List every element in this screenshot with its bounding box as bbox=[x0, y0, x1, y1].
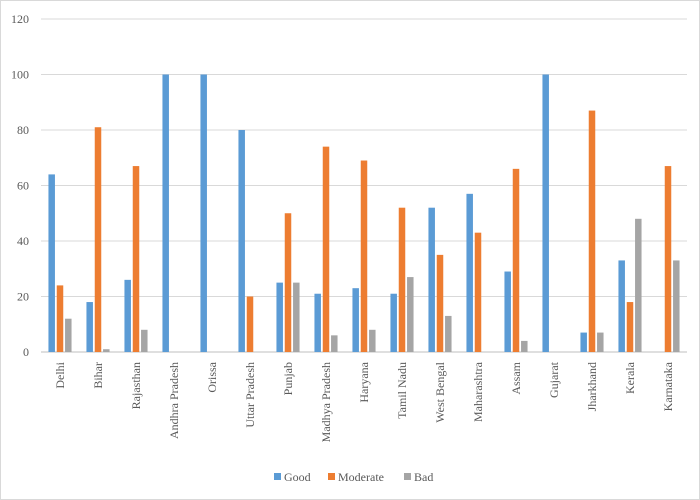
bar-moderate bbox=[360, 160, 368, 352]
y-tick-label: 80 bbox=[17, 123, 29, 137]
y-tick-label: 120 bbox=[11, 12, 29, 26]
bar-bad bbox=[141, 329, 148, 352]
x-tick-label: Haryana bbox=[357, 361, 371, 402]
bar-bad bbox=[103, 349, 110, 352]
bar-good bbox=[428, 207, 435, 352]
x-tick-label: West Bengal bbox=[433, 361, 447, 422]
x-tick-label: Bihar bbox=[91, 362, 105, 389]
bar-bad bbox=[331, 335, 338, 352]
y-tick-label: 60 bbox=[17, 179, 29, 193]
bar-bad bbox=[65, 318, 72, 352]
bar-good bbox=[618, 260, 625, 352]
bar-moderate bbox=[132, 166, 140, 352]
legend-swatch-bad bbox=[404, 473, 411, 480]
bar-bad bbox=[635, 218, 642, 352]
bar-bad bbox=[445, 315, 452, 352]
y-tick-label: 40 bbox=[17, 234, 29, 248]
bar-good bbox=[48, 174, 55, 352]
bar-good bbox=[276, 282, 283, 352]
bar-moderate bbox=[512, 168, 520, 352]
bar-moderate bbox=[436, 254, 444, 352]
bar-moderate bbox=[664, 166, 672, 352]
x-tick-label: Jharkhand bbox=[585, 362, 599, 411]
x-tick-label: Maharashtra bbox=[471, 361, 485, 422]
bar-moderate bbox=[322, 146, 330, 352]
bar-good bbox=[580, 332, 587, 352]
y-tick-label: 100 bbox=[11, 68, 29, 82]
bar-good bbox=[504, 271, 511, 352]
x-tick-label: Madhya Pradesh bbox=[319, 362, 333, 442]
x-tick-label: Karnataka bbox=[661, 361, 675, 411]
bar-moderate bbox=[588, 110, 596, 352]
bar-good bbox=[162, 74, 169, 352]
bar-good bbox=[238, 130, 245, 352]
bar-good bbox=[314, 293, 321, 352]
x-tick-label: Orissa bbox=[205, 361, 219, 392]
x-tick-label: Kerala bbox=[623, 361, 637, 394]
bar-moderate bbox=[474, 232, 482, 352]
bar-good bbox=[542, 74, 549, 352]
bar-good bbox=[466, 193, 473, 352]
bar-moderate bbox=[94, 127, 102, 352]
y-tick-label: 0 bbox=[23, 345, 29, 359]
bar-moderate bbox=[284, 213, 292, 352]
legend-label-moderate: Moderate bbox=[338, 470, 384, 484]
bar-good bbox=[86, 302, 93, 352]
x-tick-label: Assam bbox=[509, 361, 523, 394]
x-tick-label: Gujarat bbox=[547, 361, 561, 398]
bar-good bbox=[352, 288, 359, 352]
bar-good bbox=[124, 279, 131, 352]
x-tick-label: Uttar Pradesh bbox=[243, 362, 257, 428]
bar-bad bbox=[673, 260, 680, 352]
bar-moderate bbox=[56, 285, 64, 352]
bar-good bbox=[200, 74, 207, 352]
bar-moderate bbox=[246, 296, 254, 352]
y-tick-label: 20 bbox=[17, 290, 29, 304]
x-tick-label: Punjab bbox=[281, 362, 295, 395]
bar-bad bbox=[369, 329, 376, 352]
bar-bad bbox=[521, 340, 528, 352]
bar-moderate bbox=[398, 207, 406, 352]
legend-swatch-good bbox=[274, 473, 281, 480]
x-tick-label: Andhra Pradesh bbox=[167, 362, 181, 439]
bar-good bbox=[390, 293, 397, 352]
bar-bad bbox=[407, 277, 414, 352]
bar-bad bbox=[597, 332, 604, 352]
bar-moderate bbox=[626, 302, 634, 352]
legend-label-bad: Bad bbox=[414, 470, 433, 484]
x-tick-label: Tamil Nadu bbox=[395, 362, 409, 419]
x-tick-label: Delhi bbox=[53, 361, 67, 388]
legend-swatch-moderate bbox=[328, 473, 335, 480]
legend-label-good: Good bbox=[284, 470, 311, 484]
bar-bad bbox=[293, 282, 300, 352]
x-tick-label: Rajasthan bbox=[129, 362, 143, 409]
